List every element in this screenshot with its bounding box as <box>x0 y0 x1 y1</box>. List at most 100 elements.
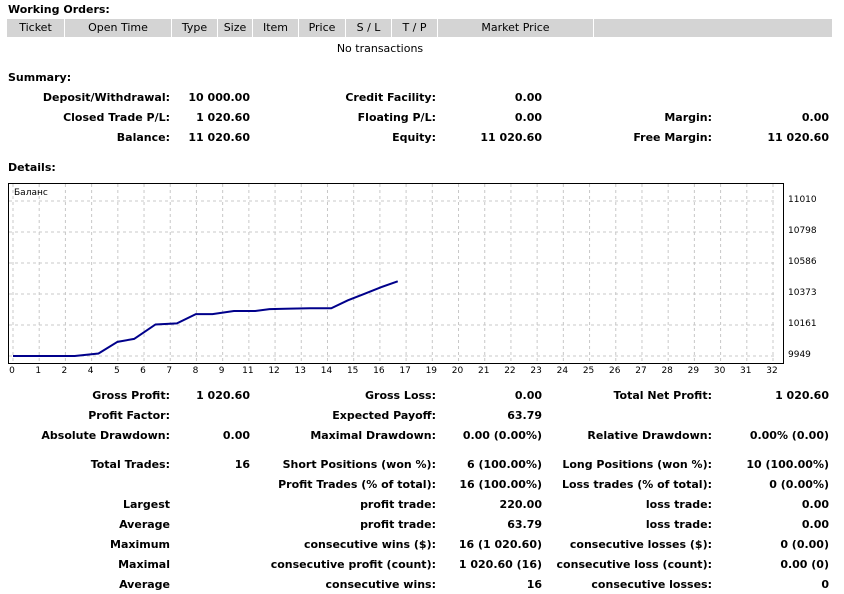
stats-value: 1 020.60 (16) <box>458 558 542 571</box>
chart-x-tick: 23 <box>530 366 542 376</box>
chart-y-tick: 9949 <box>788 350 811 360</box>
chart-x-tick: 22 <box>504 366 516 376</box>
stats-label: profit trade: <box>360 498 436 511</box>
stats-label: consecutive wins ($): <box>303 538 436 551</box>
chart-x-tick: 30 <box>713 366 726 376</box>
col-item[interactable]: Item <box>253 19 299 37</box>
stats-label: Largest <box>123 498 170 511</box>
stats-value: 16 <box>526 578 542 591</box>
summary-label: Credit Facility: <box>345 91 436 104</box>
stats-value: 6 (100.00%) <box>466 458 542 471</box>
stats-value: 16 <box>234 458 250 471</box>
chart-x-tick: 4 <box>87 366 94 376</box>
stats-label: Maximal <box>118 558 170 571</box>
chart-x-tick: 28 <box>661 366 673 376</box>
stats-label: Total Trades: <box>90 458 170 471</box>
stats-value: 1 020.60 <box>775 389 829 402</box>
chart-x-tick: 25 <box>582 366 595 376</box>
stats-label: loss trade: <box>645 518 712 531</box>
stats-label: profit trade: <box>360 518 436 531</box>
stats-label: Absolute Drawdown: <box>41 429 170 442</box>
chart-x-tick: 12 <box>268 366 280 376</box>
balance-chart-svg: Баланс <box>9 184 777 363</box>
stats-label: Average <box>119 578 170 591</box>
stats-value: 16 (1 020.60) <box>458 538 542 551</box>
summary-label: Closed Trade P/L: <box>63 111 170 124</box>
stats-value: 0.00 (0.00%) <box>462 429 542 442</box>
summary-title: Summary: <box>8 71 72 84</box>
stats-label: consecutive losses: <box>591 578 712 591</box>
stats-label: Loss trades (% of total): <box>561 478 712 491</box>
summary-value: 0.00 <box>514 111 542 124</box>
chart-x-tick: 13 <box>294 366 306 376</box>
stats-value: 16 (100.00%) <box>459 478 542 491</box>
chart-x-tick: 1 <box>35 366 42 376</box>
stats-value: 0.00% (0.00) <box>749 429 829 442</box>
stats-value: 0 (0.00) <box>780 538 829 551</box>
chart-title: Баланс <box>14 188 48 198</box>
stats-value: 0 (0.00%) <box>769 478 829 491</box>
stats-value: 0.00 (0) <box>780 558 829 571</box>
chart-x-tick: 24 <box>556 366 569 376</box>
stats-label: Relative Drawdown: <box>587 429 712 442</box>
summary-label: Floating P/L: <box>357 111 436 124</box>
chart-x-tick: 8 <box>192 366 199 376</box>
col-tp[interactable]: T / P <box>392 19 438 37</box>
stats-label: Maximum <box>110 538 170 551</box>
summary-label: Free Margin: <box>633 131 712 144</box>
chart-x-tick: 29 <box>687 366 700 376</box>
col-ticket[interactable]: Ticket <box>7 19 65 37</box>
stats-value: 0.00 <box>514 389 542 402</box>
stats-label: consecutive loss (count): <box>556 558 712 571</box>
stats-label: Short Positions (won %): <box>282 458 436 471</box>
stats-label: Expected Payoff: <box>332 409 436 422</box>
chart-x-tick: 17 <box>399 366 411 376</box>
chart-x-tick: 16 <box>373 366 385 376</box>
col-size[interactable]: Size <box>218 19 253 37</box>
chart-x-tick: 31 <box>740 366 752 376</box>
col-sl[interactable]: S / L <box>346 19 392 37</box>
summary-label: Balance: <box>116 131 170 144</box>
chart-y-tick: 11010 <box>788 195 817 205</box>
summary-value: 10 000.00 <box>188 91 250 104</box>
stats-value: 0.00 <box>801 518 829 531</box>
chart-x-tick: 15 <box>346 366 359 376</box>
chart-x-tick: 32 <box>766 366 778 376</box>
stats-value: 0.00 <box>801 498 829 511</box>
orders-table-header: Ticket Open Time Type Size Item Price S … <box>7 19 832 37</box>
chart-x-tick: 26 <box>609 366 621 376</box>
stats-value: 0 <box>821 578 829 591</box>
stats-label: consecutive profit (count): <box>270 558 436 571</box>
no-transactions-text: No transactions <box>336 42 424 55</box>
chart-x-tick: 21 <box>477 366 490 376</box>
details-title: Details: <box>8 161 56 174</box>
stats-value: 1 020.60 <box>196 389 250 402</box>
col-price[interactable]: Price <box>299 19 346 37</box>
stats-label: loss trade: <box>645 498 712 511</box>
summary-label: Deposit/Withdrawal: <box>42 91 170 104</box>
stats-label: Total Net Profit: <box>613 389 713 402</box>
chart-x-tick: 5 <box>113 366 120 376</box>
stats-label: consecutive wins: <box>325 578 436 591</box>
stats-label: Long Positions (won %): <box>562 458 712 471</box>
stats-value: 10 (100.00%) <box>746 458 829 471</box>
col-market-price[interactable]: Market Price <box>438 19 594 37</box>
chart-x-tick: 0 <box>9 366 15 376</box>
chart-y-tick: 10161 <box>788 319 817 330</box>
chart-x-tick: 14 <box>320 366 333 376</box>
chart-x-tick: 27 <box>635 366 647 376</box>
summary-value: 1 020.60 <box>196 111 250 124</box>
chart-x-tick: 20 <box>451 366 464 376</box>
chart-x-tick: 7 <box>166 366 173 376</box>
stats-label: Gross Profit: <box>92 389 170 402</box>
stats-label: Maximal Drawdown: <box>310 429 436 442</box>
chart-x-tick: 9 <box>218 366 225 376</box>
col-type[interactable]: Type <box>172 19 218 37</box>
chart-y-tick: 10586 <box>788 256 817 267</box>
working-orders-title: Working Orders: <box>8 3 110 16</box>
summary-value: 0.00 <box>801 111 829 124</box>
balance-line <box>13 280 399 357</box>
chart-y-tick: 10373 <box>788 288 817 299</box>
summary-label: Margin: <box>664 111 712 124</box>
col-open-time[interactable]: Open Time <box>65 19 172 37</box>
